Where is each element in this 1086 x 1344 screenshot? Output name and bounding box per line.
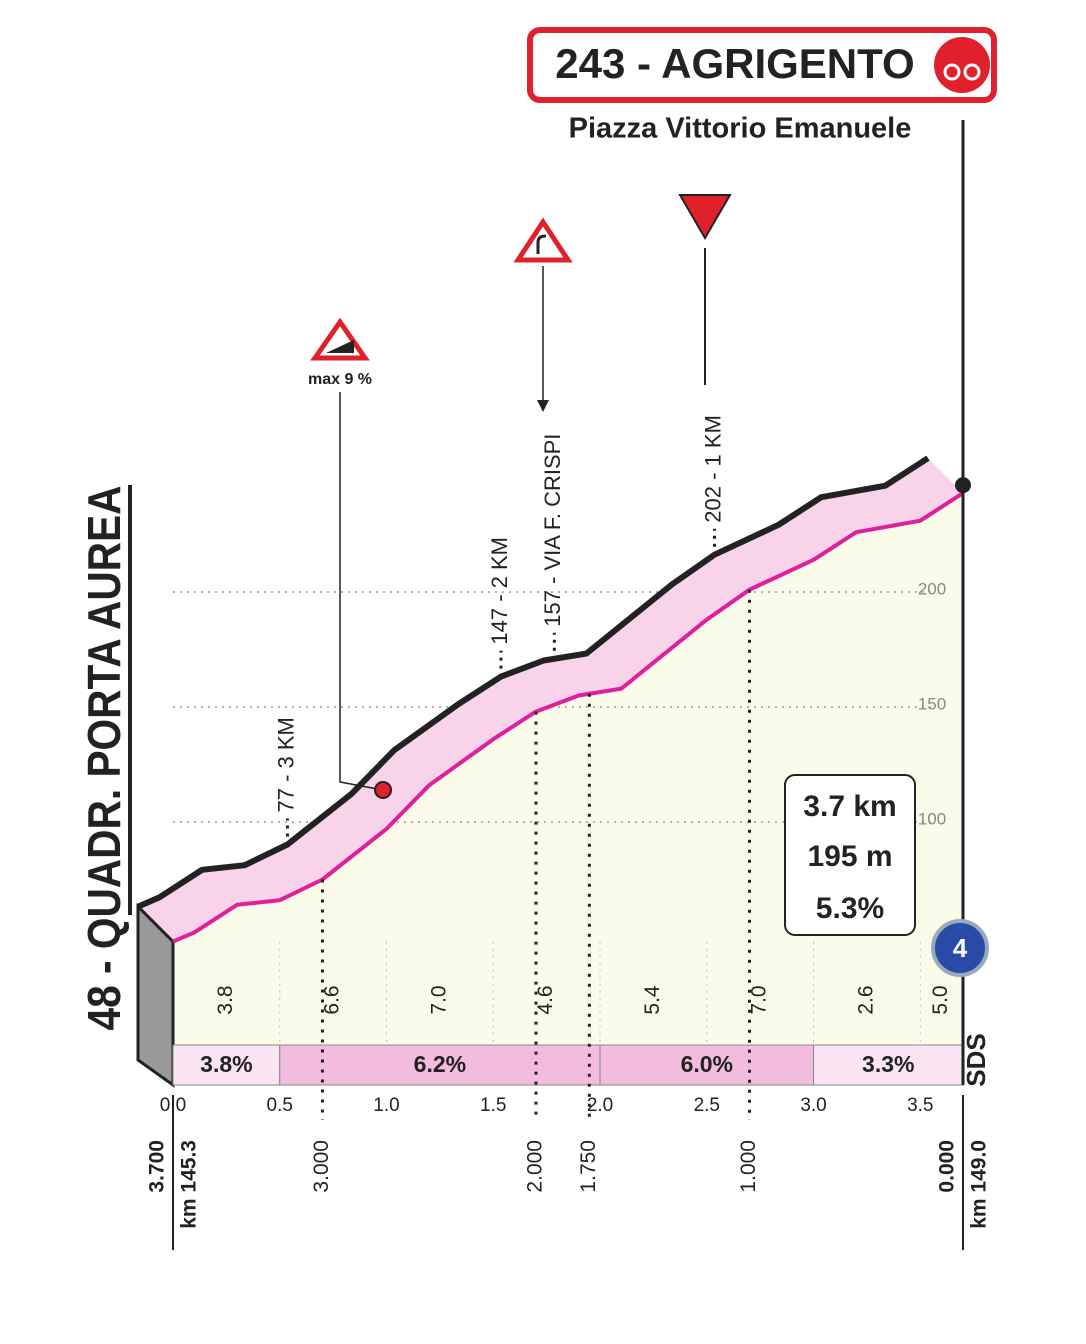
summary-text: 5.3% <box>816 892 884 925</box>
subtitle: Piazza Vittorio Emanuele <box>569 113 912 145</box>
local-gradient: 5.4 <box>641 985 664 1015</box>
to-go-label: 3.000 <box>310 1140 333 1193</box>
local-gradient: 7.0 <box>427 985 450 1014</box>
x-tick-label: 1.0 <box>373 1095 399 1116</box>
flamme-rouge <box>678 194 732 240</box>
pointer-arrow <box>537 400 549 412</box>
area <box>173 493 963 1046</box>
local-gradient: 4.6 <box>534 985 557 1014</box>
profile-line <box>172 491 965 944</box>
local-gradient: 6.6 <box>321 985 344 1014</box>
section-label: 3.3% <box>862 1051 914 1077</box>
road-number: 4 <box>953 933 968 963</box>
marker-label: 147 - 2 KM <box>487 537 512 645</box>
x-tick-label: 2.0 <box>587 1095 613 1116</box>
local-gradient: 3.8 <box>214 985 237 1014</box>
to-go-label: 0.000 <box>936 1140 959 1193</box>
km-label: km 149.0 <box>968 1140 991 1229</box>
road-badge <box>931 919 989 977</box>
section-label: 3.8% <box>200 1051 252 1077</box>
to-go-label: 2.000 <box>524 1140 547 1193</box>
curve-sign <box>536 234 547 254</box>
finish-icon <box>963 63 981 81</box>
x-tick-label: 1.5 <box>480 1095 506 1116</box>
pointer-line <box>339 392 384 791</box>
marker-label: 77 - 3 KM <box>273 717 298 812</box>
chart-title: 243 - AGRIGENTO <box>555 40 914 87</box>
climb-sign <box>326 340 354 353</box>
curve-sign <box>513 217 573 263</box>
marker-label: 202 - 1 KM <box>700 415 725 523</box>
marker-label: 157 - VIA F. CRISPI <box>540 434 565 627</box>
to-go-label: 1.000 <box>737 1140 760 1193</box>
x-tick-label: 0.5 <box>267 1095 293 1116</box>
summary-text: 195 m <box>807 840 892 873</box>
climb-warning: max 9 % <box>308 371 372 388</box>
to-go-label: 3.700 <box>146 1140 169 1193</box>
x-tick-label: 3.0 <box>800 1095 826 1116</box>
ribbon <box>138 458 963 942</box>
title-box <box>527 27 997 103</box>
start-label: 48 - QUADR. PORTA AUREA <box>78 486 130 1031</box>
local-gradient: 7.0 <box>748 985 771 1014</box>
local-gradient: 2.6 <box>854 985 877 1014</box>
section-bar <box>813 1044 964 1086</box>
summary-text: 3.7 km <box>803 790 896 823</box>
local-gradient: 5.0 <box>929 985 952 1014</box>
section-bar <box>172 1044 281 1086</box>
road-label: SDS <box>961 1033 991 1086</box>
section-label: 6.0% <box>681 1051 733 1077</box>
profile-top <box>136 455 930 910</box>
y-tick-label: 150 <box>918 694 946 713</box>
to-go-label: 1.750 <box>577 1140 600 1193</box>
section-bar <box>599 1044 815 1086</box>
x-tick-label: 3.5 <box>907 1095 933 1116</box>
y-tick-label: 200 <box>918 579 946 598</box>
finish-icon <box>934 37 990 93</box>
section-label: 6.2% <box>414 1051 466 1077</box>
summary-box <box>784 774 916 936</box>
y-tick-label: 100 <box>918 809 946 828</box>
x-tick-label: 2.5 <box>694 1095 720 1116</box>
km-label: km 145.3 <box>178 1140 201 1229</box>
climb-point <box>374 781 392 799</box>
finish-icon <box>943 63 961 81</box>
